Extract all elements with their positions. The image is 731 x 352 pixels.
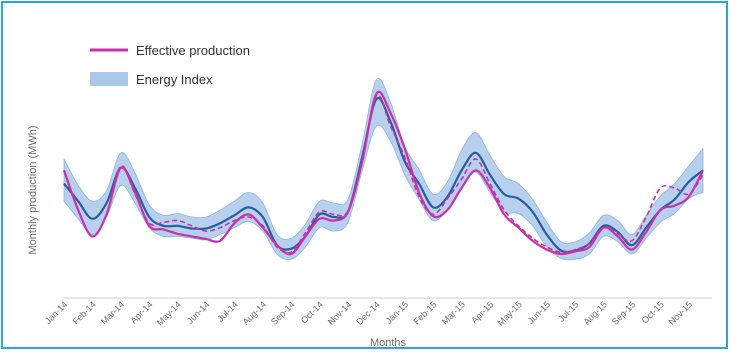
x-tick-label: Feb-14 <box>71 299 98 326</box>
x-tick-label: Jan-15 <box>384 299 411 326</box>
x-tick-label: Jul-15 <box>556 299 580 323</box>
x-tick-label: Apr-15 <box>469 299 495 325</box>
x-tick-label: Mar-14 <box>99 299 126 326</box>
series-layer <box>62 90 704 256</box>
legend-label-effective-production: Effective production <box>136 43 250 58</box>
x-tick-label: Aug-14 <box>241 299 269 327</box>
x-tick-layer: Jan-14 Feb-14 Mar-14 Apr-14 May-14 Jun-14 Jul-… <box>43 299 694 327</box>
x-tick-label: Aug-15 <box>581 299 609 327</box>
legend-label-energy-index: Energy Index <box>136 72 213 87</box>
x-tick-label: Dec-14 <box>354 299 382 327</box>
x-tick-label: Oct-15 <box>640 299 666 325</box>
x-tick-label: Sep-14 <box>269 299 297 327</box>
x-tick-label: Nov-14 <box>326 299 354 327</box>
x-tick-label: Jan-14 <box>43 299 70 326</box>
x-tick-label: Jun-14 <box>185 299 212 326</box>
x-tick-label: Oct-14 <box>299 299 325 325</box>
x-tick-label: May-14 <box>155 299 183 327</box>
series-effective-production-line <box>62 90 704 256</box>
legend: Effective production Energy Index <box>90 43 250 87</box>
x-tick-label: Feb-15 <box>411 299 438 326</box>
x-tick-label: Mar-15 <box>440 299 467 326</box>
x-tick-label: Nov-15 <box>667 299 695 327</box>
x-tick-label: Apr-14 <box>128 299 154 325</box>
x-tick-label: Sep-15 <box>610 299 638 327</box>
x-tick-label: Jul-14 <box>215 299 239 323</box>
legend-swatch-energy-index <box>90 72 128 86</box>
x-axis-label: Months <box>370 337 407 349</box>
x-tick-label: May-15 <box>496 299 524 327</box>
x-tick-label: Jun-15 <box>526 299 553 326</box>
y-axis-label: Monthly production (MWh) <box>27 126 39 255</box>
